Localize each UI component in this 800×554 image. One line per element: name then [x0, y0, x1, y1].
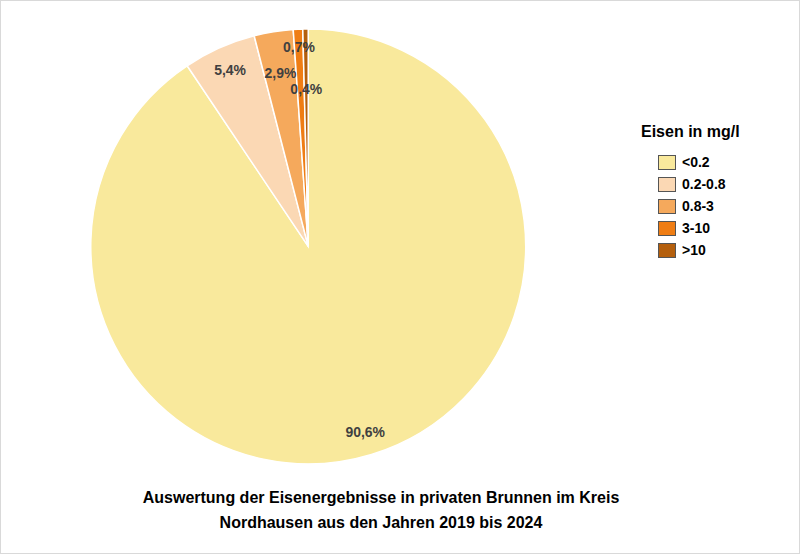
html-text:3-10: 3-10: [682, 220, 710, 236]
svg-text:0,4%: 0,4%: [290, 81, 322, 97]
html-text:>10: >10: [682, 242, 706, 258]
html-text:Auswertung der Eisenergebnisse: Auswertung der Eisenergebnisse in privat…: [142, 489, 620, 531]
svg-text:90,6%: 90,6%: [345, 424, 385, 440]
svg-text:5,4%: 5,4%: [214, 62, 246, 78]
html-text:<0.2: <0.2: [682, 154, 710, 170]
svg-text:2,9%: 2,9%: [265, 65, 297, 81]
html-text:Eisen in mg/l: Eisen in mg/l: [641, 123, 740, 140]
svg-text:0,7%: 0,7%: [283, 39, 315, 55]
html-text:0.8-3: 0.8-3: [682, 198, 714, 214]
html-text:0.2-0.8: 0.2-0.8: [682, 176, 726, 192]
